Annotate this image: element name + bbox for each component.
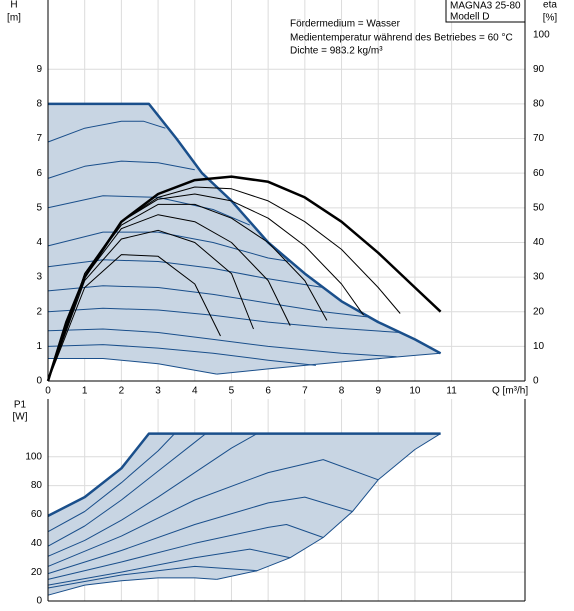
annotation: Dichte = 983.2 kg/m³ [290, 46, 383, 57]
y-tick-label: 100 [25, 451, 42, 462]
curve [47, 229, 254, 382]
curve [47, 496, 353, 575]
x-tick-label: 9 [375, 386, 381, 397]
y2-tick-label: 80 [533, 99, 545, 110]
y-tick-label: 3 [36, 272, 42, 283]
y2-tick-label: 90 [533, 64, 545, 75]
y2-tick-label: 100 [533, 29, 550, 40]
curve [47, 433, 175, 533]
curve [47, 307, 401, 333]
curve [47, 565, 258, 589]
y-tick-label: 9 [36, 64, 42, 75]
y2-tick-label: 0 [533, 376, 539, 387]
x-tick-label: 7 [302, 386, 308, 397]
curve [47, 231, 291, 262]
y2-tick-label: 10 [533, 341, 545, 352]
model-variant: Modell D [450, 12, 489, 23]
y-tick-label: 1 [36, 341, 42, 352]
y-tick-label: 80 [31, 480, 43, 491]
y-axis-unit: [m] [7, 13, 21, 24]
model-box [445, 0, 526, 23]
y-tick-label: 20 [31, 567, 43, 578]
curve [47, 524, 324, 580]
area [48, 103, 441, 375]
curve [47, 548, 291, 586]
y-tick-label: 40 [31, 538, 43, 549]
model-name: MAGNA3 25-80 [450, 1, 521, 12]
y2-tick-label: 20 [533, 306, 545, 317]
x-tick-label: 4 [192, 386, 198, 397]
x-tick-label: 10 [409, 386, 421, 397]
y2-axis-unit: [%] [543, 13, 558, 24]
x-tick-label: 0 [45, 386, 51, 397]
y-tick-label: 8 [36, 99, 42, 110]
y-tick-label: 2 [36, 306, 42, 317]
curve [47, 577, 217, 596]
y2-tick-label: 60 [533, 168, 545, 179]
curve [48, 358, 217, 375]
y-tick-label: 4 [36, 237, 42, 248]
y-tick-label: 7 [36, 133, 42, 144]
x-tick-label: 6 [265, 386, 271, 397]
curve [47, 328, 397, 358]
curve [47, 433, 258, 557]
y-tick-label: 5 [36, 202, 42, 213]
y-axis-unit: [W] [13, 412, 28, 423]
area [48, 433, 441, 596]
curve [47, 344, 316, 366]
curve [47, 120, 166, 143]
y-axis-label: P1 [14, 400, 27, 411]
y2-tick-label: 70 [533, 133, 545, 144]
curve [47, 254, 221, 382]
y-tick-label: 0 [36, 596, 42, 607]
y-axis-label: H [10, 0, 17, 11]
curve [216, 433, 441, 580]
annotation: Medientemperatur während des Betriebes =… [290, 33, 513, 44]
x-tick-label: 2 [119, 386, 125, 397]
curve [47, 459, 379, 567]
x-tick-label: 5 [229, 386, 235, 397]
y-tick-label: 6 [36, 168, 42, 179]
y-tick-label: 60 [31, 509, 43, 520]
y2-tick-label: 40 [533, 237, 545, 248]
curve [47, 432, 441, 518]
y2-tick-label: 50 [533, 202, 545, 213]
curve [47, 433, 207, 547]
x-tick-label: 11 [446, 386, 457, 397]
curve [47, 285, 368, 318]
y2-axis-label: eta [543, 0, 557, 11]
curve [46, 175, 442, 382]
curve [47, 160, 195, 179]
y2-tick-label: 30 [533, 272, 545, 283]
x-tick-label: 3 [155, 386, 161, 397]
y-tick-label: 0 [36, 376, 42, 387]
x-tick-label: 1 [82, 386, 88, 397]
curve [216, 352, 441, 375]
annotation: Fördermedium = Wasser [290, 19, 401, 30]
x-tick-label: 8 [339, 386, 345, 397]
x-axis-label: Q [m³/h] [492, 386, 528, 397]
